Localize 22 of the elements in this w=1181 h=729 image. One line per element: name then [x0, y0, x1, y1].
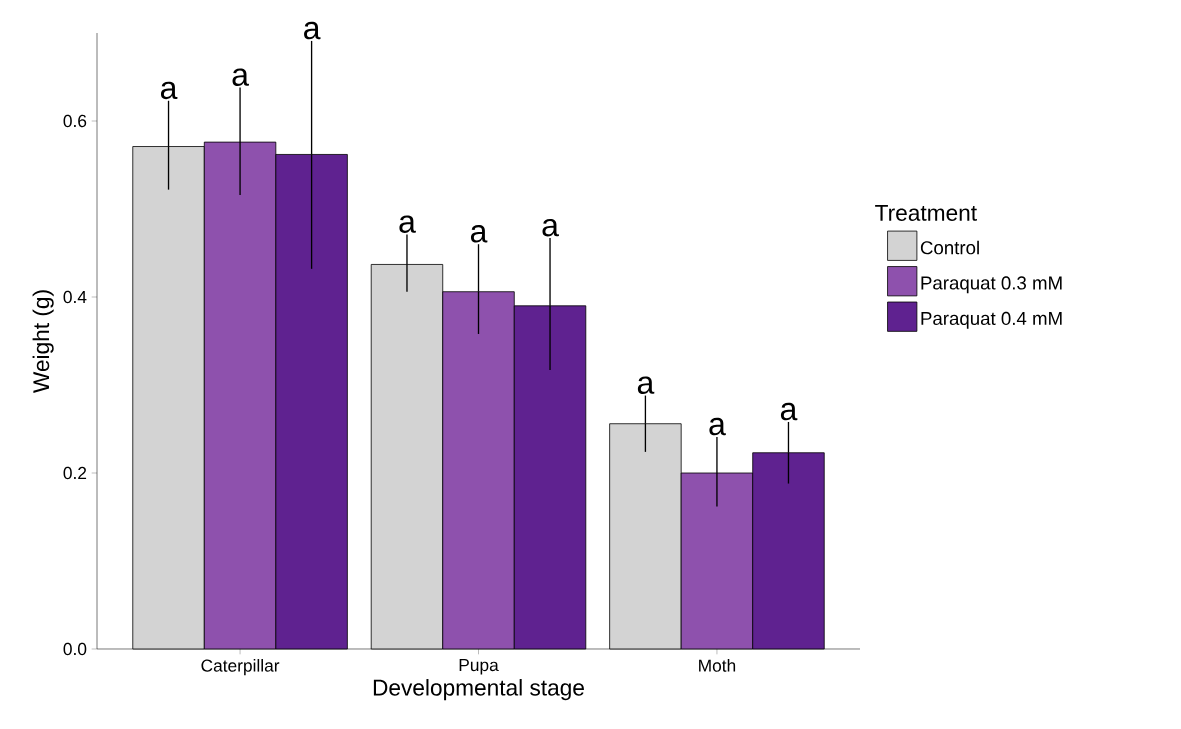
legend-label: Paraquat 0.4 mM — [921, 311, 1062, 329]
annotation: a — [542, 218, 559, 237]
x-tick-label: Pupa — [459, 659, 499, 675]
annotation: a — [780, 402, 798, 421]
y-axis-title: Weight (g) — [32, 290, 54, 393]
legend-label: Control — [920, 240, 979, 255]
annotation: a — [399, 215, 416, 233]
y-tick-label: 0.6 — [63, 114, 87, 128]
annotation: a — [161, 81, 178, 100]
annotation: a — [709, 417, 726, 436]
x-axis-title: Developmental stage — [373, 679, 584, 701]
x-tick-label: Caterpillar — [201, 659, 280, 676]
annotation: a — [304, 21, 321, 40]
annotation: a — [232, 68, 249, 86]
annotation: a — [470, 225, 488, 243]
legend-title: Treatment — [875, 205, 977, 221]
y-tick-label: 0.0 — [63, 642, 87, 656]
y-tick-label: 0.4 — [63, 290, 87, 304]
x-tick-label: Moth — [699, 659, 736, 672]
y-tick-label: 0.2 — [63, 466, 87, 480]
annotation: a — [637, 376, 655, 394]
legend-label: Paraquat 0.3 mM — [921, 276, 1062, 294]
